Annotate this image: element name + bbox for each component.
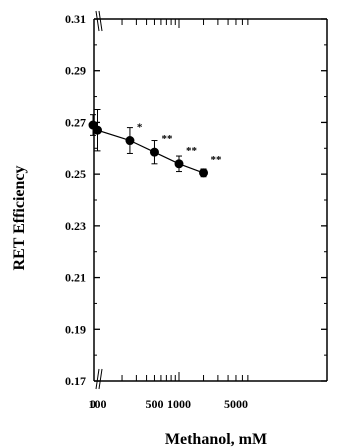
significance-label: * [137,122,143,134]
y-tick-label: 0.19 [65,322,86,336]
x-axis-label: Methanol, mM [165,431,267,447]
data-point [174,159,184,169]
data-point [93,125,102,135]
plot-frame [93,10,328,390]
data-point [149,147,159,157]
y-tick-label: 0.21 [65,271,86,285]
axis-break-mark-bottom [98,368,103,390]
x-tick-label: 1000 [167,397,191,411]
y-tick-label: 0.23 [65,219,86,233]
data-point [125,136,135,146]
series: ******* [88,109,223,178]
y-tick-label: 0.17 [65,374,86,388]
y-axis-ticks: 0.17 0.19 0.21 0.23 0.25 0.27 0.29 0.31 [65,12,327,388]
y-tick-label: 0.31 [65,12,86,26]
axis-break-mark-top [95,10,100,32]
significance-label: ** [161,133,173,145]
y-tick-label: 0.25 [65,167,86,181]
axis-break-mark-bottom [95,368,100,390]
y-tick-label: 0.29 [65,64,86,78]
x-tick-label: 100 [89,397,107,411]
x-tick-label: 500 [145,397,163,411]
significance-label: ** [211,154,223,166]
x-tick-label: 5000 [224,397,248,411]
x-tick-label: 0 [90,397,96,411]
axis-break-mark-top [98,10,103,32]
data-point [199,168,209,178]
significance-label: ** [186,145,198,157]
y-tick-label: 0.27 [65,115,86,129]
y-axis-label: RET Efficiency [11,165,28,270]
